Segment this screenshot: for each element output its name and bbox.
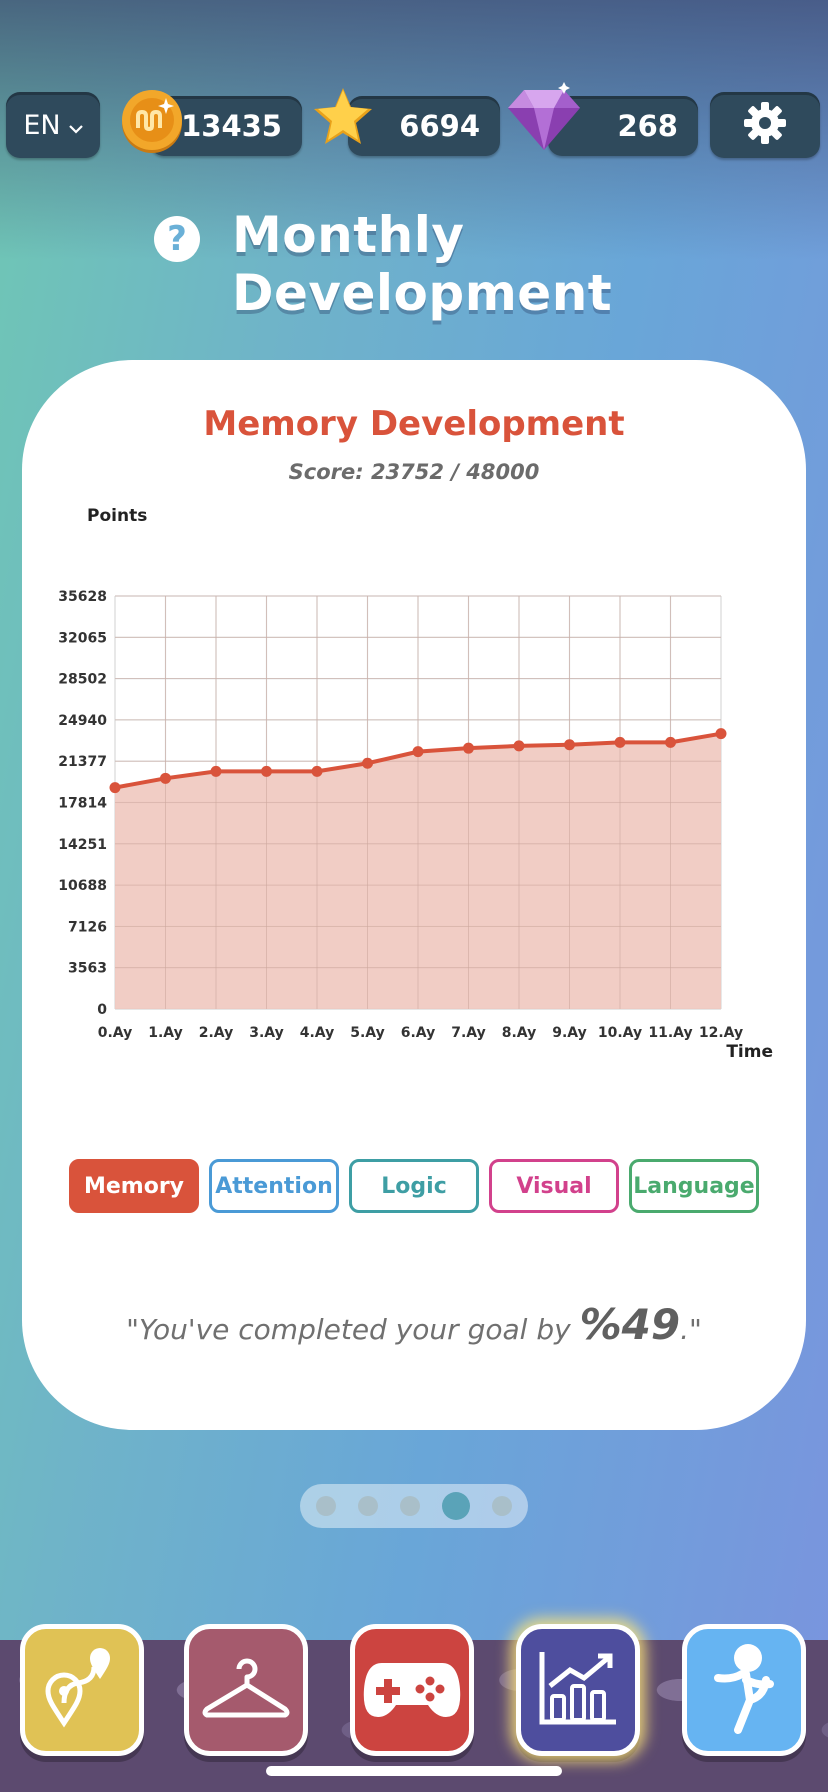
nav-exercise-button[interactable] <box>682 1624 806 1756</box>
gem-count: 268 <box>617 109 678 143</box>
data-point <box>564 739 575 751</box>
star-count: 6694 <box>399 109 480 143</box>
map-route-icon <box>42 1643 122 1737</box>
chart-title: Memory Development <box>203 404 625 444</box>
page-dot[interactable] <box>400 1496 420 1516</box>
category-button-memory[interactable]: Memory <box>69 1159 199 1213</box>
y-axis-label: Points <box>87 506 147 526</box>
y-tick-label: 32065 <box>58 630 107 646</box>
bar-chart-icon <box>536 1648 620 1732</box>
y-tick-label: 10688 <box>58 878 107 894</box>
star-counter[interactable]: 6694 <box>348 96 500 156</box>
goal-suffix: ." <box>680 1313 702 1346</box>
data-point <box>665 736 676 748</box>
x-tick-label: 3.Ay <box>249 1025 284 1041</box>
data-point <box>412 746 424 758</box>
y-tick-label: 17814 <box>58 796 107 812</box>
page-title: Monthly Development <box>232 206 613 322</box>
coin-icon <box>118 86 188 160</box>
y-tick-label: 14251 <box>58 837 107 853</box>
chevron-down-icon <box>68 110 83 141</box>
y-tick-label: 7126 <box>68 919 107 935</box>
help-button[interactable]: ? <box>154 216 200 262</box>
data-point <box>715 728 727 740</box>
hanger-icon <box>201 1653 291 1727</box>
score-text: Score: 23752 / 48000 <box>288 460 540 484</box>
nav-stats-button[interactable] <box>516 1624 640 1756</box>
language-selector[interactable]: EN <box>6 92 100 158</box>
data-point <box>210 765 222 777</box>
x-tick-label: 12.Ay <box>699 1025 743 1041</box>
x-tick-label: 11.Ay <box>648 1025 692 1041</box>
x-tick-label: 5.Ay <box>350 1025 385 1041</box>
data-point <box>109 782 121 794</box>
gamepad-icon <box>362 1655 462 1725</box>
running-figure-icon <box>704 1640 784 1740</box>
nav-map-button[interactable] <box>20 1624 144 1756</box>
data-point <box>362 757 373 769</box>
data-point <box>160 772 171 784</box>
category-button-visual[interactable]: Visual <box>489 1159 619 1213</box>
x-tick-label: 9.Ay <box>552 1025 587 1041</box>
y-tick-label: 35628 <box>58 589 107 605</box>
x-tick-label: 1.Ay <box>148 1025 183 1041</box>
question-icon: ? <box>167 219 187 259</box>
page-indicator[interactable] <box>300 1484 528 1528</box>
page-dot[interactable] <box>442 1492 470 1520</box>
y-tick-label: 24940 <box>58 713 107 729</box>
data-point <box>463 742 474 754</box>
home-indicator <box>266 1766 562 1776</box>
x-tick-label: 0.Ay <box>98 1025 133 1041</box>
data-point <box>513 740 525 752</box>
category-button-attention[interactable]: Attention <box>209 1159 339 1213</box>
page-dot[interactable] <box>358 1496 378 1516</box>
y-tick-label: 0 <box>97 1002 107 1018</box>
data-point <box>311 765 323 777</box>
x-tick-label: 6.Ay <box>401 1025 436 1041</box>
data-point <box>261 765 272 777</box>
x-tick-label: 2.Ay <box>199 1025 234 1041</box>
goal-prefix: "You've completed your goal by <box>126 1313 580 1346</box>
nav-games-button[interactable] <box>350 1624 474 1756</box>
gear-icon <box>742 100 788 150</box>
x-tick-label: 4.Ay <box>300 1025 335 1041</box>
category-button-logic[interactable]: Logic <box>349 1159 479 1213</box>
data-point <box>614 736 626 748</box>
coin-count: 13435 <box>181 109 282 143</box>
y-tick-label: 21377 <box>58 754 107 770</box>
goal-percent: %49 <box>579 1300 681 1349</box>
x-tick-label: 8.Ay <box>502 1025 537 1041</box>
x-axis-label: Time <box>726 1042 773 1062</box>
language-label: EN <box>23 109 61 141</box>
x-tick-label: 7.Ay <box>451 1025 486 1041</box>
goal-text: "You've completed your goal by %49." <box>0 1300 828 1349</box>
gem-icon <box>506 82 582 158</box>
settings-button[interactable] <box>710 92 820 158</box>
y-tick-label: 28502 <box>58 672 107 688</box>
nav-wardrobe-button[interactable] <box>184 1624 308 1756</box>
y-tick-label: 3563 <box>68 961 107 977</box>
page-dot[interactable] <box>316 1496 336 1516</box>
memory-chart: 0 3563 7126 10688 14251 17814 21377 24940 28502 3… <box>58 506 773 1062</box>
x-tick-label: 10.Ay <box>598 1025 642 1041</box>
star-icon <box>310 84 376 154</box>
page-dot[interactable] <box>492 1496 512 1516</box>
category-button-language[interactable]: Language <box>629 1159 759 1213</box>
